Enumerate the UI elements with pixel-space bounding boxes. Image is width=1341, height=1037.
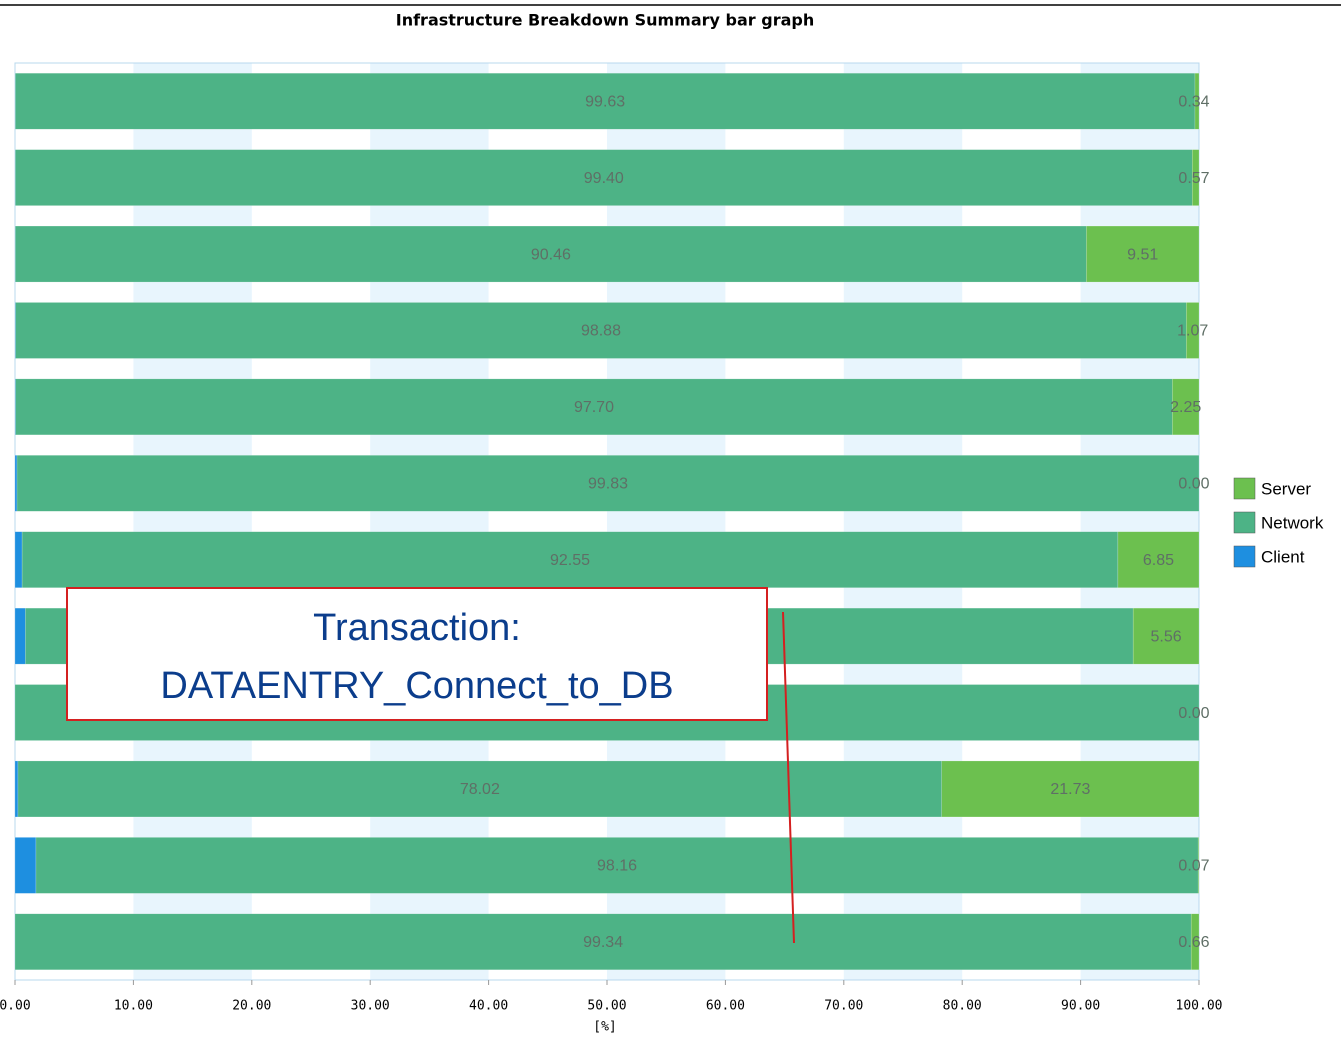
bar-segment [1117, 531, 1200, 588]
x-tick-label: 100.00 [1176, 999, 1223, 1014]
value-label: 0.07 [1178, 858, 1209, 875]
bar-segment [1194, 72, 1200, 130]
bar-segment [1190, 913, 1200, 971]
value-label: 21.73 [1050, 781, 1090, 798]
grid: 0.00 10.00 20.00 30.00 40.00 50.00 60.00 70.00 8… [0, 62, 1223, 1014]
value-label: 99.83 [588, 476, 628, 493]
value-label: 2.25 [1170, 399, 1201, 416]
bar-segment [15, 225, 1087, 283]
value-label: 98.88 [581, 323, 621, 340]
value-label: 0.66 [1178, 934, 1209, 951]
value-label: 0.34 [1178, 93, 1209, 110]
annotation: Transaction: DATAENTRY_Connect_to_DB [66, 587, 795, 944]
bar-segment [1192, 149, 1200, 206]
bar-segment [14, 837, 37, 894]
grid-band [1080, 63, 1199, 980]
annotation-line: Transaction: [313, 607, 521, 649]
x-tick-label: 90.00 [1061, 999, 1100, 1014]
value-label: 90.46 [531, 246, 571, 263]
value-label: 99.40 [584, 170, 624, 187]
value-label: 9.51 [1127, 246, 1158, 263]
value-label: 5.56 [1151, 628, 1182, 645]
bar-segment [1132, 607, 1200, 665]
value-label: 78.02 [460, 781, 500, 798]
value-label: 97.70 [574, 399, 614, 416]
value-label: 0.00 [1178, 705, 1209, 722]
grid-band [607, 63, 726, 980]
bar-segment [14, 531, 23, 588]
value-label: 1.07 [1177, 323, 1208, 340]
annotation-box [66, 587, 768, 721]
legend-swatch [1233, 545, 1256, 568]
chart-title: Infrastructure Breakdown Summary bar gra… [396, 11, 814, 30]
bar-segment [15, 378, 1173, 436]
x-tick-label: 60.00 [706, 999, 745, 1014]
bar-segment [14, 760, 19, 818]
value-label: 0.57 [1178, 170, 1209, 187]
annotation-line: DATAENTRY_Connect_to_DB [160, 665, 673, 707]
bar-segment [16, 455, 1200, 512]
grid-band [133, 63, 252, 980]
x-tick-label: 30.00 [351, 999, 390, 1014]
grid-band [843, 63, 963, 980]
legend-label: Client [1261, 547, 1305, 566]
x-tick-label: 50.00 [587, 999, 626, 1014]
bar-segment [15, 149, 1193, 206]
grid-band [370, 63, 489, 980]
bar-segment [14, 455, 18, 512]
x-tick-label: 40.00 [469, 999, 508, 1014]
value-label: 6.85 [1143, 552, 1174, 569]
value-label: 99.63 [585, 93, 625, 110]
value-label: 0.00 [1178, 476, 1209, 493]
bar-segment [1197, 837, 1200, 894]
annotation-pointer [782, 611, 795, 944]
x-tick-label: 70.00 [824, 999, 863, 1014]
legend: Server Network Client [1233, 477, 1324, 568]
bar-segment [941, 760, 1200, 818]
x-tick-label: 10.00 [114, 999, 153, 1014]
bar-segment [14, 913, 1192, 971]
bar-segment [1186, 302, 1200, 359]
legend-label: Network [1261, 513, 1324, 532]
value-label: 99.34 [583, 934, 623, 951]
bar-segment [15, 72, 1196, 130]
bar-segment [1172, 378, 1200, 436]
x-tick-label: 0.00 [0, 999, 31, 1014]
legend-swatch [1233, 477, 1256, 500]
legend-label: Server [1261, 479, 1311, 498]
value-label: 92.55 [550, 552, 590, 569]
bar-segment [1086, 225, 1200, 283]
bar-segment [15, 302, 1187, 359]
value-label: 98.16 [597, 858, 637, 875]
x-axis-label: [%] [593, 1020, 616, 1035]
x-tick-label: 20.00 [232, 999, 271, 1014]
bar-segment [14, 607, 26, 665]
x-tick-label: 80.00 [943, 999, 982, 1014]
legend-swatch [1233, 511, 1256, 534]
bar-segment [21, 531, 1119, 588]
bar-segment [35, 837, 1199, 894]
